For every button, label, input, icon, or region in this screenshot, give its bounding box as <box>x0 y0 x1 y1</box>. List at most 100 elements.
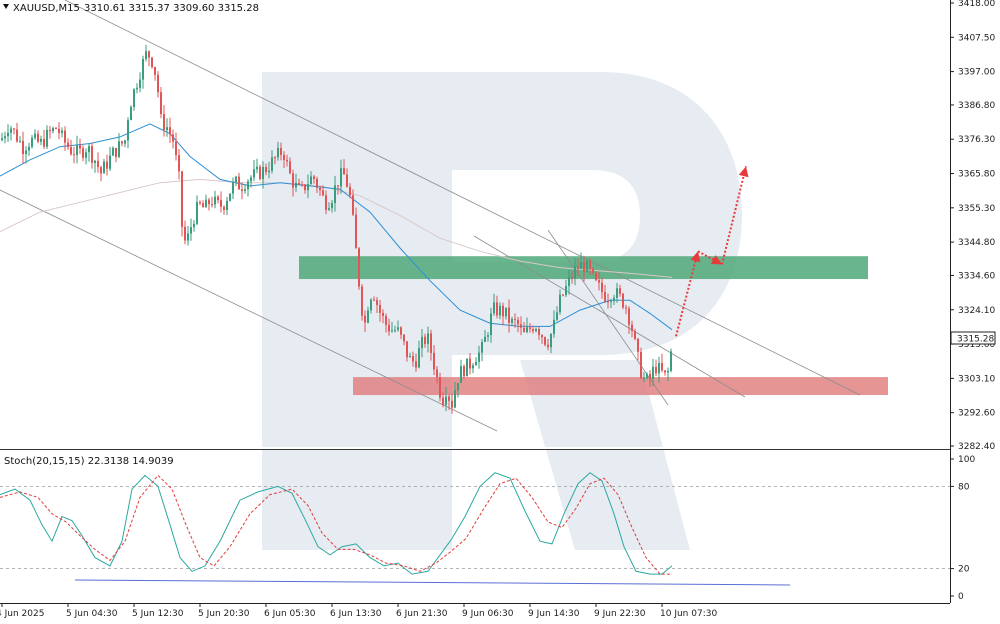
price-pane[interactable] <box>0 0 888 432</box>
candle-body <box>265 167 267 173</box>
candle-body <box>430 333 432 353</box>
price-tick-label: 3313.60 <box>958 340 995 350</box>
candle-body <box>25 150 27 155</box>
candle-body <box>277 147 279 158</box>
candle-body <box>85 152 87 158</box>
candle-body <box>16 129 18 142</box>
candle-body <box>610 300 612 302</box>
candle-body <box>418 348 420 368</box>
time-axis[interactable]: 4 Jun 2025 5 Jun 04:30 5 Jun 12:30 5 Jun 20… <box>0 603 717 619</box>
time-tick-label: 4 Jun 2025 <box>0 609 44 619</box>
candle-body <box>373 299 375 301</box>
candle-body <box>97 160 99 168</box>
ohlc-values: 3310.61 3315.37 3309.60 3315.28 <box>84 3 259 14</box>
candle-body <box>586 260 588 272</box>
candle-body <box>181 171 183 227</box>
candle-body <box>529 327 531 330</box>
candle-body <box>403 334 405 342</box>
candle-body <box>415 361 417 368</box>
price-tick-label: 3282.40 <box>958 442 995 452</box>
candle-body <box>640 351 642 379</box>
stoch-main-line <box>0 472 673 575</box>
price-tick-label: 3376.30 <box>958 135 995 145</box>
candle-body <box>394 329 396 331</box>
price-candles <box>1 44 672 414</box>
watermark-r-leg <box>520 360 690 550</box>
candle-body <box>271 157 273 171</box>
candle-body <box>295 182 297 188</box>
candle-body <box>646 374 648 378</box>
stoch-pane[interactable] <box>0 472 950 586</box>
candle-body <box>166 127 168 131</box>
candle-body <box>226 200 228 211</box>
candle-body <box>514 318 516 320</box>
candle-body <box>628 308 630 325</box>
candle-body <box>187 233 189 241</box>
candle-body <box>541 335 543 338</box>
candle-body <box>568 277 570 287</box>
candle-body <box>91 146 93 163</box>
candle-body <box>217 196 219 201</box>
candle-body <box>589 260 591 269</box>
candle-body <box>235 176 237 182</box>
candle-body <box>154 67 156 75</box>
candle-body <box>130 106 132 121</box>
candle-body <box>190 227 192 234</box>
candle-body <box>355 214 357 249</box>
candle-body <box>451 400 453 408</box>
candle-body <box>460 366 462 383</box>
candle-body <box>55 127 57 129</box>
moving-average-slow <box>0 178 673 278</box>
channel-line <box>0 189 498 432</box>
candle-body <box>550 333 552 348</box>
arrowhead-icon <box>690 251 701 263</box>
candle-body <box>34 133 36 138</box>
time-tick-label: 9 Jun 06:30 <box>462 609 514 619</box>
price-tick-label: 3303.10 <box>958 374 995 384</box>
arrowhead-icon <box>738 166 749 178</box>
candle-body <box>289 161 291 174</box>
candle-body <box>310 176 312 185</box>
candle-body <box>331 203 333 209</box>
candle-body <box>526 327 528 333</box>
candle-body <box>286 160 288 162</box>
candle-body <box>490 313 492 336</box>
candle-body <box>61 130 63 133</box>
candle-body <box>274 157 276 159</box>
time-tick-label: 9 Jun 22:30 <box>594 609 646 619</box>
candle-body <box>205 199 207 208</box>
candle-body <box>64 130 66 143</box>
candle-body <box>313 176 315 179</box>
candle-body <box>532 329 534 332</box>
dropdown-triangle-icon[interactable] <box>3 4 9 9</box>
candle-body <box>469 358 471 369</box>
candle-body <box>199 201 201 204</box>
candle-body <box>118 141 120 157</box>
candle-body <box>301 184 303 186</box>
candle-body <box>334 185 336 203</box>
price-axis[interactable]: 3418.00 3407.50 3397.00 3386.80 3376.30 3365.… <box>950 0 995 452</box>
candle-body <box>280 147 282 155</box>
stoch-axis: 100 80 20 0 <box>950 455 975 602</box>
candle-body <box>523 327 525 333</box>
candle-body <box>229 193 231 201</box>
candle-body <box>463 366 465 377</box>
candle-body <box>346 174 348 187</box>
price-tick-label: 3365.80 <box>958 170 995 180</box>
candle-body <box>169 127 171 135</box>
candle-body <box>112 147 114 156</box>
candle-body <box>535 329 537 332</box>
candle-body <box>40 139 42 142</box>
candle-body <box>10 128 12 133</box>
candle-body <box>46 129 48 147</box>
candle-body <box>454 390 456 408</box>
candle-body <box>352 195 354 215</box>
forecast-arrows <box>675 166 749 337</box>
candle-body <box>358 248 360 287</box>
candle-body <box>520 324 522 328</box>
candle-body <box>73 154 75 156</box>
candle-body <box>208 199 210 205</box>
candle-body <box>250 177 252 182</box>
candle-body <box>88 146 90 153</box>
price-tick-label: 3418.00 <box>958 0 995 9</box>
